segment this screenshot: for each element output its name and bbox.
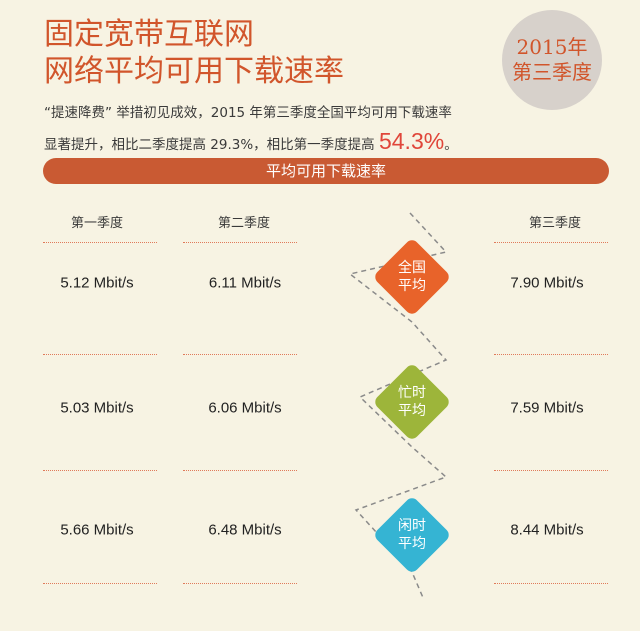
diamond-label-top: 全国 — [398, 260, 426, 276]
section-bar: 平均可用下载速率 — [43, 158, 609, 184]
divider — [43, 470, 157, 471]
divider — [43, 242, 157, 243]
divider — [183, 242, 297, 243]
row-3-q1-value: 5.66 Mbit/s — [60, 521, 134, 539]
intro-line-2: 显著提升，相比二季度提高 29.3%，相比第一季度提高 54.3%。 — [44, 128, 458, 155]
quarter-badge: 2015年 第三季度 — [502, 10, 602, 110]
row-1-q2-value: 6.11 Mbit/s — [208, 274, 282, 292]
row-2-q2-value: 6.06 Mbit/s — [208, 399, 282, 417]
badge-year: 2015年 — [516, 35, 588, 59]
divider — [183, 470, 297, 471]
page-title-line-1: 固定宽带互联网 — [44, 17, 254, 52]
diamond-label-top: 忙时 — [398, 385, 426, 401]
intro-line-1: “提速降费” 举措初见成效，2015 年第三季度全国平均可用下载速率 — [44, 105, 452, 121]
column-header-q2: 第二季度 — [217, 216, 271, 231]
divider — [183, 354, 297, 355]
row-2-q3-value: 7.59 Mbit/s — [510, 399, 584, 417]
divider — [43, 583, 157, 584]
row-2-q1-value: 5.03 Mbit/s — [60, 399, 134, 417]
divider — [494, 242, 608, 243]
diamond-busy-hour-average: 忙时 平均 — [372, 362, 452, 442]
diamond-label-bottom: 平均 — [398, 278, 426, 294]
diamond-idle-hour-average: 闲时 平均 — [372, 495, 452, 575]
diamond-label-top: 闲时 — [398, 518, 426, 534]
diamond-label-bottom: 平均 — [398, 403, 426, 419]
row-1-q3-value: 7.90 Mbit/s — [510, 274, 584, 292]
divider — [494, 470, 608, 471]
column-header-q1: 第一季度 — [70, 216, 124, 231]
highlight-percentage: 54.3% — [378, 128, 445, 154]
row-1-q1-value: 5.12 Mbit/s — [60, 274, 134, 292]
diamond-label-bottom: 平均 — [398, 536, 426, 552]
divider — [494, 354, 608, 355]
badge-quarter: 第三季度 — [512, 60, 592, 84]
divider — [183, 583, 297, 584]
row-3-q3-value: 8.44 Mbit/s — [510, 521, 584, 539]
row-3-q2-value: 6.48 Mbit/s — [208, 521, 282, 539]
column-header-q3: 第三季度 — [528, 216, 582, 231]
page-title-line-2: 网络平均可用下载速率 — [44, 54, 344, 89]
divider — [43, 354, 157, 355]
intro-line-2-end: 。 — [444, 137, 458, 153]
intro-line-2-text: 显著提升，相比二季度提高 29.3%，相比第一季度提高 — [44, 137, 379, 153]
divider — [494, 583, 608, 584]
diamond-national-average: 全国 平均 — [372, 237, 452, 317]
